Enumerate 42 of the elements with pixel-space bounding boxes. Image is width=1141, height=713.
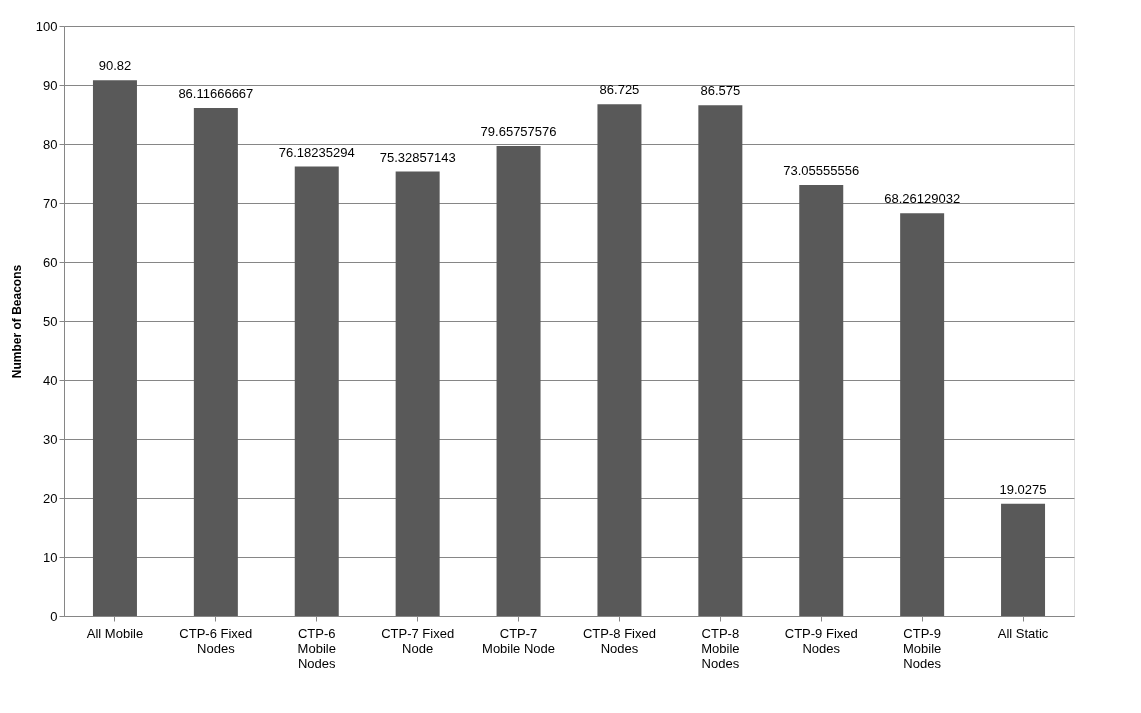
data-label: 73.05555556 [783, 162, 860, 178]
bar [395, 171, 440, 616]
data-label: 76.18235294 [278, 144, 355, 160]
x-tick-label: CTP-6 Fixed Nodes [179, 625, 253, 656]
x-tick-label: CTP-8 Fixed Nodes [582, 625, 656, 656]
data-label: 90.82 [98, 58, 132, 74]
x-tick-label: CTP-7 Mobile Node [482, 625, 556, 656]
bar [799, 184, 844, 616]
y-tick-label: 20 [43, 490, 58, 506]
y-tick-label: 80 [43, 136, 58, 152]
y-tick-label: 30 [43, 431, 58, 447]
data-label: 68.26129032 [884, 191, 961, 207]
bar [900, 213, 945, 616]
bar [294, 166, 339, 616]
data-label: 75.32857143 [379, 149, 456, 165]
bar [1001, 503, 1046, 616]
data-label: 86.11666667 [178, 85, 254, 101]
data-label: 86.725 [599, 82, 640, 98]
y-tick-label: 40 [43, 372, 58, 388]
data-label: 86.575 [700, 83, 741, 99]
bar [92, 80, 137, 616]
y-tick-label: 10 [43, 549, 58, 565]
y-tick-label: 90 [43, 77, 58, 93]
x-tick-label: CTP-9 Fixed Nodes [784, 625, 858, 656]
bar [597, 104, 642, 616]
bar [496, 146, 541, 616]
y-tick-label: 60 [43, 254, 58, 270]
bar [698, 105, 743, 616]
y-axis-title: Number of Beacons [9, 264, 24, 379]
x-tick-label: CTP-8 Mobile Nodes [701, 625, 740, 671]
y-tick-label: 0 [50, 608, 58, 624]
x-tick-label: CTP-6 Mobile Nodes [297, 625, 337, 671]
data-label: 19.0275 [999, 481, 1047, 497]
data-label: 79.65757576 [480, 124, 557, 140]
y-tick-label: 70 [43, 195, 58, 211]
bar [193, 107, 238, 616]
y-tick-label: 100 [35, 18, 58, 34]
x-tick-label: CTP-7 Fixed Node [381, 625, 455, 656]
x-tick-label: CTP-9 Mobile Nodes [903, 625, 942, 671]
x-tick-label: All Mobile [86, 625, 144, 641]
y-tick-label: 50 [43, 313, 58, 329]
x-tick-label: All Static [997, 625, 1049, 641]
